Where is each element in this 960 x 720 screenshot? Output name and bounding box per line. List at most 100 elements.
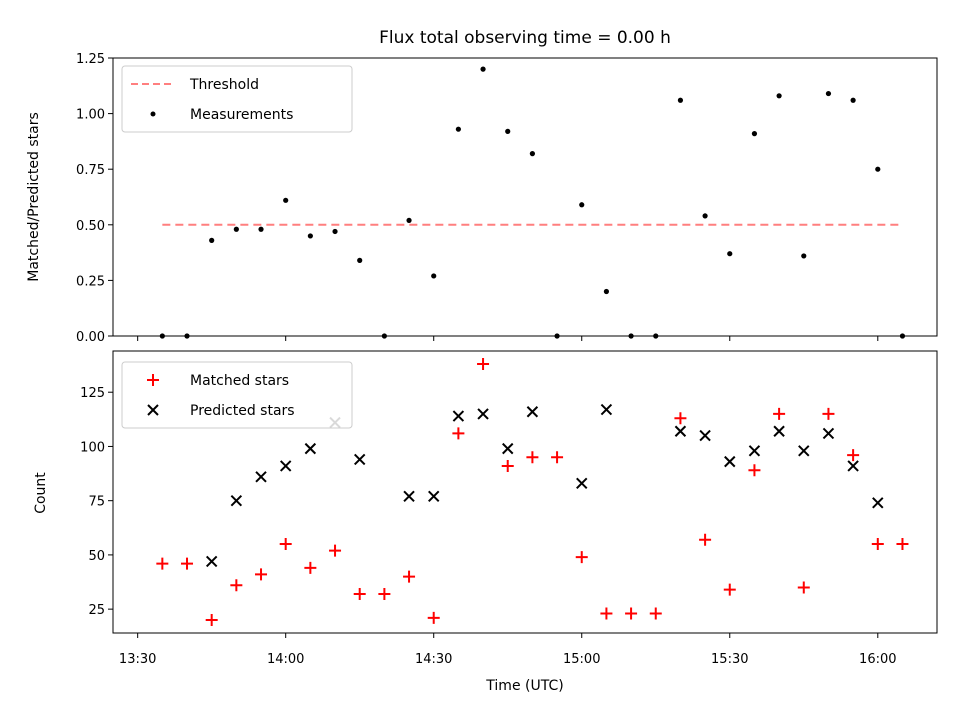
matched-star-point [551,451,564,464]
matched-star-point [403,570,416,583]
measurement-point [233,226,239,232]
bottom-y-tick-label: 100 [80,440,105,455]
bottom-legend-box [121,361,353,429]
matched-star-point [797,581,810,594]
legend-predicted-swatch [147,404,159,416]
measurement-point [677,97,684,103]
predicted-star-point [576,477,588,490]
top-y-tick-label: 0.75 [76,163,105,178]
bottom-x-ticks: 13:30 14:00 14:30 15:00 15:30 16:00 [119,633,897,667]
bottom-y-tick-label: 50 [88,549,105,564]
predicted-star-point [428,490,440,503]
predicted-star-point [724,455,736,468]
predicted-star-point [674,425,687,437]
legend-matched-swatch [147,374,159,386]
x-tick-label: 13:30 [119,652,156,667]
matched-star-point [723,583,736,596]
legend-threshold-label: Threshold [189,77,259,93]
matched-star-point [255,568,268,581]
matched-star-point [353,587,366,600]
matched-star-point [156,557,169,570]
matched-star-point [477,358,490,371]
legend-predicted-label: Predicted stars [190,403,295,419]
top-y-ticks: 0.00 0.25 0.50 0.75 1.00 1.25 [76,52,113,345]
measurement-point [825,90,832,97]
measurement-point [381,333,387,339]
x-tick-label: 15:30 [711,652,748,667]
measurement-point [875,166,881,172]
bottom-y-tick-label: 75 [88,495,105,510]
top-plot: 0.00 0.25 0.50 0.75 1.00 1.25 Matched/Predict… [26,52,938,345]
measurement-point [727,251,733,257]
predicted-star-point [798,445,810,457]
top-y-axis-label: Matched/Predicted stars [26,112,42,282]
predicted-star-point [600,403,613,416]
matched-star-point [822,407,835,420]
measurement-point [455,126,461,132]
predicted-star-point [205,555,218,568]
predicted-star-point [403,490,415,503]
legend-matched-label: Matched stars [190,373,289,389]
measurement-point [307,233,313,239]
predicted-star-point [773,425,785,437]
predicted-star-point [255,471,267,483]
predicted-star-point [353,453,366,466]
measurement-point [431,273,437,279]
measurement-point [258,226,264,232]
predicted-star-point [502,442,514,455]
predicted-star-point [699,429,711,442]
matched-star-point [674,412,687,425]
matched-star-point [329,544,342,557]
measurement-point [801,253,807,259]
measurement-point [702,213,708,219]
measurement-point [776,93,782,99]
top-y-tick-label: 1.00 [76,108,105,123]
x-tick-label: 15:00 [563,652,600,667]
matched-star-point [773,407,786,420]
measurement-point [653,333,659,339]
matched-star-point [625,607,638,620]
predicted-star-point [872,497,884,509]
matched-star-point [649,607,662,620]
predicted-star-point [822,427,835,440]
measurement-point [850,97,856,103]
predicted-star-point [847,460,859,472]
predicted-star-point [526,406,539,418]
measurement-point [603,288,610,295]
bottom-y-ticks: 25 50 75 100 125 [80,386,113,618]
matched-star-point [378,587,391,600]
top-legend-box [121,65,353,133]
measurement-point [184,333,190,339]
top-x-ticks [137,336,879,341]
measurement-point [406,217,412,223]
matched-star-point [526,451,539,464]
matched-star-point [748,464,761,477]
measurement-point [529,151,536,157]
x-tick-label: 14:30 [415,652,452,667]
measurement-point [209,237,215,243]
top-y-tick-label: 0.25 [76,274,105,289]
measurement-point [579,202,585,208]
matched-star-point [896,538,909,551]
top-y-tick-label: 1.25 [76,52,105,67]
matched-star-point [230,579,243,592]
x-axis-label: Time (UTC) [485,678,563,694]
matched-star-point [699,533,712,546]
measurement-point [505,128,511,134]
bottom-plot: 25 50 75 100 125 13:30 14:00 14:30 15:00 15:30 16… [33,350,938,694]
measurement-point [751,131,758,137]
matched-star-point [575,551,588,564]
top-legend: Threshold Measurements [121,65,353,133]
predicted-star-point [279,460,292,472]
bottom-legend: Matched stars Predicted stars [121,361,353,429]
predicted-star-point [304,442,317,455]
measurement-point [159,333,165,339]
matched-star-point [304,561,317,574]
measurement-point [628,333,634,339]
matched-star-point [181,557,194,570]
measurement-point [554,333,560,339]
matched-star-point [427,611,440,624]
bottom-y-tick-label: 125 [80,386,105,401]
bottom-y-tick-label: 25 [88,603,105,618]
